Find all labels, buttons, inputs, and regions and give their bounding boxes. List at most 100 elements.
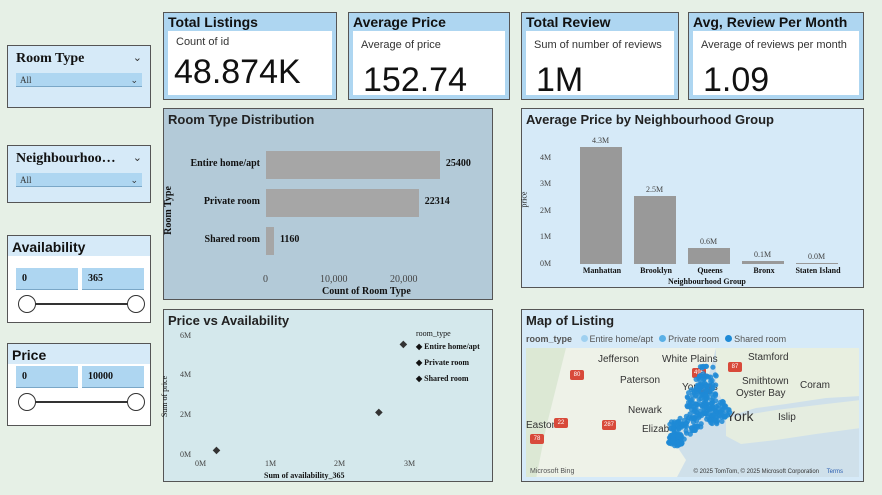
- kpi-subtitle: Average of reviews per month: [701, 39, 847, 51]
- availability-slicer-title: Availability: [12, 239, 86, 255]
- listing-point: [722, 404, 728, 410]
- road-shield-icon: 78: [530, 434, 544, 444]
- bar: [580, 146, 622, 264]
- listing-point: [667, 421, 673, 427]
- x-tick: 10,000: [320, 274, 348, 285]
- map-place-label: Oyster Bay: [736, 388, 786, 399]
- listing-point: [703, 396, 710, 402]
- x-axis-label: Sum of availability_365: [264, 471, 345, 480]
- scatter-point: ◆: [375, 407, 383, 418]
- chevron-down-icon[interactable]: ⌄: [132, 52, 142, 64]
- availability-min-input[interactable]: 0: [16, 268, 78, 290]
- room-type-dropdown[interactable]: All ⌄: [16, 73, 142, 87]
- listing-point: [696, 373, 703, 379]
- map-place-label: Islip: [778, 412, 796, 423]
- map-brand: Microsoft Bing: [530, 468, 575, 475]
- listing-point: [712, 372, 718, 378]
- map-terms-link[interactable]: Terms: [826, 469, 843, 475]
- category-label: Bronx: [753, 266, 775, 275]
- listing-point: [689, 397, 695, 403]
- map-place-label: Newark: [628, 405, 662, 416]
- data-label: 25400: [445, 158, 471, 169]
- listing-point: [692, 408, 698, 414]
- y-tick: 2M: [540, 206, 552, 215]
- listing-point: [697, 384, 703, 390]
- map-legend-label: Entire home/apt: [589, 334, 654, 344]
- price-vs-availability-chart[interactable]: Price vs Availability Sum of price Sum o…: [160, 309, 493, 482]
- map-legend-item: Entire home/apt: [580, 334, 654, 344]
- kpi-value: 152.74: [363, 61, 467, 99]
- price-range-track: [26, 401, 136, 403]
- bar: [796, 263, 838, 264]
- listing-point: [709, 386, 715, 392]
- category-label: Shared room: [204, 234, 260, 245]
- map-legend-label: Shared room: [734, 334, 787, 344]
- kpi-body: Average of price 152.74: [353, 31, 505, 99]
- legend-item: ◆ Shared room: [416, 374, 469, 383]
- listing-point: [696, 396, 702, 403]
- listing-point: [718, 411, 724, 417]
- legend-dot-icon: [580, 335, 588, 342]
- price-max-handle[interactable]: [127, 393, 145, 411]
- data-label: 1160: [279, 234, 300, 245]
- scatter-point: ◆: [399, 339, 408, 350]
- y-tick: 3M: [540, 179, 552, 188]
- availability-header: [8, 236, 150, 256]
- average-price-card: Average Price Average of price 152.74: [348, 12, 510, 100]
- map-place-label: Jefferson: [598, 354, 639, 365]
- price-slicer-title: Price: [12, 347, 47, 363]
- map-place-label: Easton: [526, 420, 558, 431]
- listing-point: [686, 390, 692, 396]
- chart-title: Price vs Availability: [168, 313, 290, 328]
- data-label: 0.1M: [754, 250, 772, 260]
- x-tick: 0M: [195, 459, 207, 468]
- legend-dot-icon: [725, 335, 733, 342]
- listing-point: [675, 419, 681, 425]
- listing-point: [709, 406, 715, 412]
- data-label: 0.0M: [808, 252, 826, 261]
- data-label: 2.5M: [646, 184, 664, 194]
- price-max-input[interactable]: 10000: [82, 366, 144, 388]
- price-min-input[interactable]: 0: [16, 366, 78, 388]
- x-tick: 0: [263, 274, 268, 285]
- y-axis-label: Sum of price: [160, 375, 170, 418]
- bar: [742, 261, 784, 264]
- chart-title: Room Type Distribution: [168, 112, 315, 127]
- y-axis-label: Room Type: [162, 186, 174, 235]
- availability-min-handle[interactable]: [18, 295, 36, 313]
- x-tick: 1M: [265, 459, 277, 468]
- availability-max-handle[interactable]: [127, 295, 145, 313]
- chevron-down-icon[interactable]: ⌄: [132, 152, 142, 164]
- category-label: Brooklyn: [640, 266, 672, 275]
- map-place-label: York: [726, 408, 754, 424]
- x-tick: 20,000: [390, 274, 418, 285]
- total-listings-card: Total Listings Count of id 48.874K: [163, 12, 337, 100]
- avg-price-by-neighbourhood-chart[interactable]: Average Price by Neighbourhood Group pri…: [520, 108, 864, 288]
- y-tick: 0M: [540, 259, 552, 268]
- listing-point: [719, 418, 725, 424]
- kpi-title: Avg, Review Per Month: [693, 14, 848, 30]
- y-tick: 1M: [540, 232, 552, 241]
- availability-max-input[interactable]: 365: [82, 268, 144, 290]
- room-type-distribution-chart[interactable]: Room Type Distribution Room Type Count o…: [163, 108, 493, 300]
- map-place-label: White Plains: [662, 354, 718, 365]
- road-shield-icon: 80: [570, 370, 584, 380]
- price-min-handle[interactable]: [18, 393, 36, 411]
- map-of-listing[interactable]: Map of Listing room_type Entire home/apt…: [521, 309, 864, 482]
- neighbourhood-dropdown[interactable]: All ⌄: [16, 173, 142, 187]
- map-place-label: Paterson: [620, 375, 661, 386]
- map-legend-title: room_type: [526, 334, 573, 344]
- listing-point: [705, 414, 711, 420]
- listing-point: [703, 382, 709, 388]
- listing-point: [697, 388, 703, 394]
- kpi-title: Average Price: [353, 14, 446, 30]
- category-label: Entire home/apt: [190, 158, 260, 169]
- x-tick: 2M: [334, 459, 346, 468]
- legend-item: ◆ Private room: [416, 358, 470, 367]
- listing-points: [666, 363, 733, 449]
- kpi-subtitle: Average of price: [361, 39, 441, 51]
- bar: [634, 195, 676, 264]
- listing-point: [686, 415, 692, 421]
- map-place-label: Coram: [800, 380, 831, 391]
